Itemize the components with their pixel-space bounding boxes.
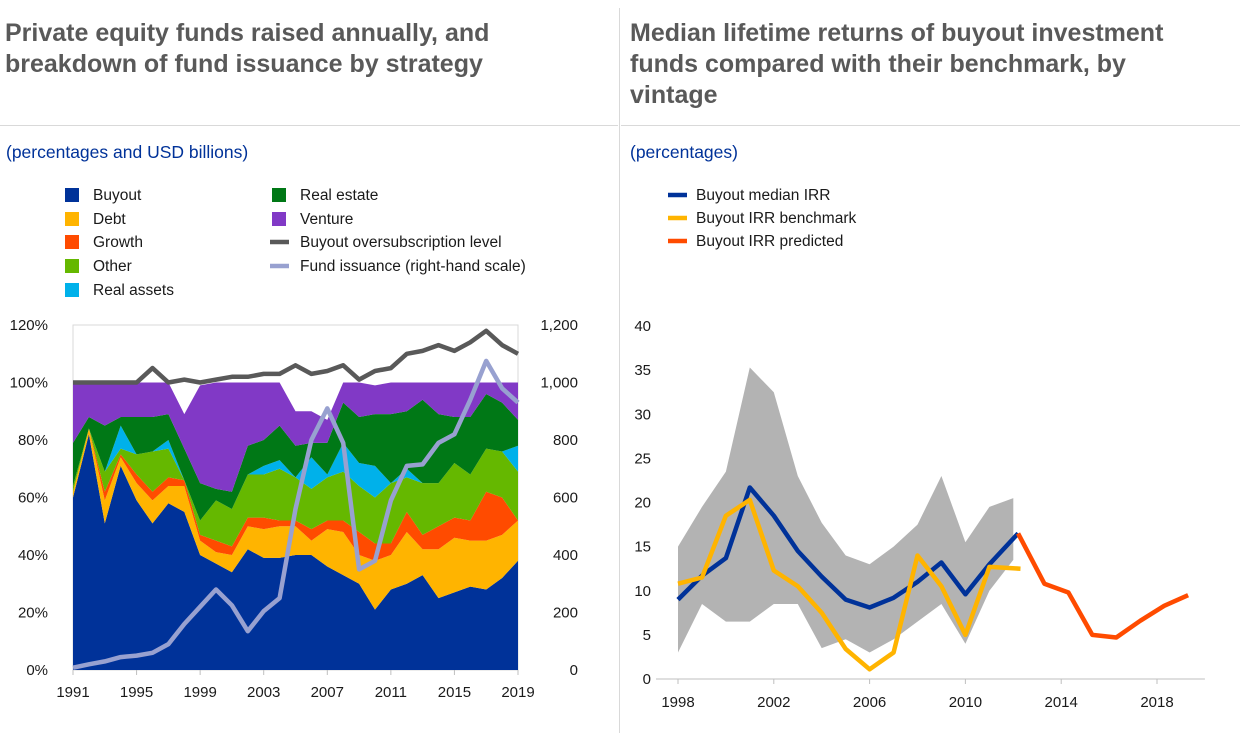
line-buyout-irr-benchmark [677,497,1021,672]
y-tick-label: 40 [634,318,651,335]
y-right-tick-label: 600 [553,490,578,507]
irr-range-band [678,367,1014,653]
legend-label-buyout-median-irr: Buyout median IRR [696,187,830,204]
legend-label-buyout-irr-benchmark: Buyout IRR benchmark [696,210,856,227]
area-real-estate [73,394,518,521]
right-title-line-2: funds compared with their benchmark, by [630,50,1126,78]
legend-swatch-growth [65,235,79,249]
y-left-tick-label: 40% [18,547,48,564]
right-chart-subtitle: (percentages) [630,142,738,162]
area-debt [73,428,518,610]
legend-swatch-debt [65,212,79,226]
y-right-tick-label: 400 [553,547,578,564]
x-tick-label: 1998 [661,694,694,711]
left-title-rule [0,125,618,126]
right-title-line-1: Median lifetime returns of buyout invest… [630,19,1164,47]
legend-label-buyout-oversubscription-level: Buyout oversubscription level [300,234,502,251]
y-right-tick-label: 0 [570,662,578,679]
x-tick-label: 2007 [311,684,344,701]
legend-label-buyout: Buyout [93,187,142,204]
area-growth [73,428,518,561]
legend-swatch-buyout [65,188,79,202]
y-right-tick-label: 800 [553,432,578,449]
legend-label-venture: Venture [300,211,353,228]
x-tick-label: 2018 [1140,694,1173,711]
right-chart-panel: Median lifetime returns of buyout invest… [620,0,1240,733]
right-title-line-3: vintage [630,81,718,109]
line-fund-issuance-right-hand-scale [72,358,520,670]
y-left-tick-label: 100% [10,375,48,392]
y-tick-label: 25 [634,450,651,467]
line-buyout-oversubscription-level [73,328,520,385]
left-chart-svg: 1991 1995 1999 2003 2007 2011 2015 2019 0% 20% 40%… [10,187,578,701]
legend-label-other: Other [93,258,132,275]
legend-swatch-real-estate [272,188,286,202]
legend-label-real-assets: Real assets [93,282,174,299]
left-title-line-2: breakdown of fund issuance by strategy [5,50,483,78]
legend-label-buyout-irr-predicted: Buyout IRR predicted [696,233,843,250]
y-left-tick-label: 60% [18,490,48,507]
x-tick-label: 2002 [757,694,790,711]
line-buyout-irr-predicted [1016,532,1190,640]
x-tick-label: 1991 [56,684,89,701]
y-right-tick-label: 1,200 [540,317,578,334]
x-tick-label: 1995 [120,684,153,701]
legend-swatch-venture [272,212,286,226]
y-left-tick-label: 0% [26,662,48,679]
legend-swatch-real-assets [65,283,79,297]
y-right-tick-label: 200 [553,605,578,622]
y-left-tick-label: 20% [18,605,48,622]
legend-label-growth: Growth [93,234,143,251]
legend-label-fund-issuance-right-hand-scale: Fund issuance (right-hand scale) [300,258,526,275]
panel-divider [619,8,620,733]
x-tick-label: 2010 [949,694,982,711]
y-left-tick-label: 80% [18,432,48,449]
x-tick-label: 2014 [1045,694,1078,711]
line-buyout-median-irr [676,485,1020,610]
y-tick-label: 35 [634,362,651,379]
y-tick-label: 20 [634,495,651,512]
y-tick-label: 5 [643,627,651,644]
y-right-tick-label: 1,000 [540,375,578,392]
y-tick-label: 0 [643,671,651,688]
x-tick-label: 2006 [853,694,886,711]
y-tick-label: 30 [634,406,651,423]
x-tick-label: 2019 [501,684,534,701]
right-chart-svg: 1998 2002 2006 2010 2014 2018 0 5 10 15 20 25 30 35 40… [634,187,1205,711]
left-chart-panel: Private equity funds raised annually, an… [0,0,619,733]
x-tick-label: 2011 [375,684,407,701]
area-real-assets [73,425,518,521]
left-title-line-1: Private equity funds raised annually, an… [5,19,490,47]
area-buyout [73,434,518,670]
area-other [73,428,518,547]
y-tick-label: 15 [634,539,651,556]
right-chart-title: Median lifetime returns of buyout invest… [630,18,1163,111]
x-tick-label: 2003 [247,684,280,701]
legend-label-real-estate: Real estate [300,187,378,204]
left-chart-title: Private equity funds raised annually, an… [5,18,489,80]
left-chart-subtitle: (percentages and USD billions) [6,142,249,162]
y-left-tick-label: 120% [10,317,48,334]
area-venture [73,382,518,492]
legend-label-debt: Debt [93,211,126,228]
y-tick-label: 10 [634,583,651,600]
x-tick-label: 1999 [183,684,216,701]
x-tick-label: 2015 [438,684,471,701]
legend-swatch-other [65,259,79,273]
right-title-rule [621,125,1240,126]
